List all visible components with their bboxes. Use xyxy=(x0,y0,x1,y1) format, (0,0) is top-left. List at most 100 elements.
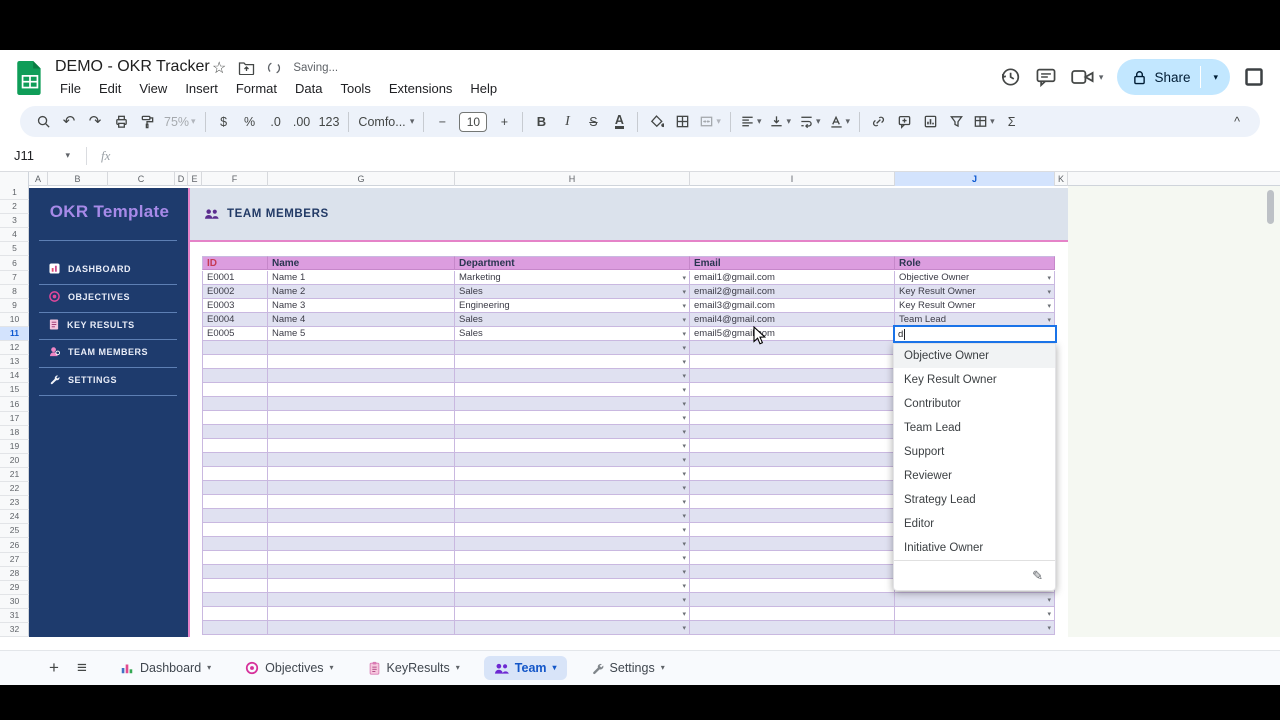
menu-data[interactable]: Data xyxy=(295,81,323,96)
table-cell[interactable] xyxy=(690,383,895,397)
table-cell[interactable] xyxy=(268,621,455,635)
dropdown-option-reviewer[interactable]: Reviewer xyxy=(904,470,952,482)
table-cell[interactable]: Name 2 xyxy=(268,285,455,299)
all-sheets-button[interactable]: ≡ xyxy=(77,658,87,677)
font-button[interactable]: Comfo... ▾ xyxy=(358,114,415,129)
table-cell[interactable] xyxy=(690,369,895,383)
hide-toolbar-button[interactable]: ^ xyxy=(1234,114,1240,129)
table-cell[interactable]: Name 4 xyxy=(268,313,455,327)
table-cell[interactable] xyxy=(268,453,455,467)
table-cell[interactable]: ▾ xyxy=(455,481,690,495)
row-header-15[interactable]: 15 xyxy=(0,383,29,397)
table-cell[interactable] xyxy=(268,537,455,551)
menu-view[interactable]: View xyxy=(139,81,168,96)
italic-button[interactable]: I xyxy=(565,113,570,129)
table-cell[interactable] xyxy=(268,593,455,607)
table-cell[interactable] xyxy=(202,369,268,383)
table-cell[interactable] xyxy=(202,495,268,509)
row-header-1[interactable]: 1 xyxy=(0,186,29,200)
table-cell[interactable] xyxy=(268,425,455,439)
table-cell[interactable]: ▾ xyxy=(455,467,690,481)
table-cell[interactable] xyxy=(268,607,455,621)
menu-tools[interactable]: Tools xyxy=(340,81,371,96)
table-cell[interactable] xyxy=(268,481,455,495)
table-cell[interactable] xyxy=(690,537,895,551)
row-header-29[interactable]: 29 xyxy=(0,581,29,595)
table-cell[interactable] xyxy=(690,621,895,635)
share-button[interactable]: Share ▾ xyxy=(1117,59,1230,95)
table-cell[interactable] xyxy=(202,397,268,411)
edit-options-pencil-icon[interactable]: ✎ xyxy=(1032,567,1043,583)
cell-dropdown-icon[interactable]: ▾ xyxy=(682,274,686,282)
table-cell[interactable] xyxy=(202,537,268,551)
row-header-16[interactable]: 16 xyxy=(0,398,29,412)
table-cell[interactable]: ▾ xyxy=(455,355,690,369)
table-cell[interactable] xyxy=(202,481,268,495)
table-views-caret-icon[interactable]: ▾ xyxy=(990,116,995,126)
menu-file[interactable]: File xyxy=(60,81,81,96)
table-cell[interactable] xyxy=(690,579,895,593)
table-cell[interactable] xyxy=(202,411,268,425)
text-rotation-icon-button[interactable]: ▾ xyxy=(826,110,854,134)
table-cell[interactable] xyxy=(202,607,268,621)
cell-dropdown-icon[interactable]: ▾ xyxy=(682,582,686,590)
dropdown-option-strategy-lead[interactable]: Strategy Lead xyxy=(904,494,976,506)
functions-button[interactable]: Σ xyxy=(1007,114,1016,129)
row-header-20[interactable]: 20 xyxy=(0,454,29,468)
decrease-decimal-button[interactable]: .0 xyxy=(270,114,281,129)
cell-dropdown-icon[interactable]: ▾ xyxy=(1047,610,1051,618)
table-cell[interactable] xyxy=(690,481,895,495)
column-header-A[interactable]: A xyxy=(29,172,48,186)
row-header-28[interactable]: 28 xyxy=(0,567,29,581)
horizontal-align-caret-icon[interactable]: ▾ xyxy=(756,116,762,126)
version-history-icon[interactable] xyxy=(999,66,1021,88)
sidebar-item-key-results[interactable]: KEY RESULTS xyxy=(49,319,135,330)
table-cell[interactable]: ▾ xyxy=(455,579,690,593)
table-cell[interactable] xyxy=(202,453,268,467)
row-header-17[interactable]: 17 xyxy=(0,412,29,426)
cell-dropdown-icon[interactable]: ▾ xyxy=(682,372,686,380)
table-cell[interactable] xyxy=(690,341,895,355)
undo-button[interactable]: ↶ xyxy=(62,113,76,130)
format-currency-button[interactable]: $ xyxy=(220,114,228,129)
cell-dropdown-icon[interactable]: ▾ xyxy=(1047,624,1051,632)
sidebar-item-settings[interactable]: SETTINGS xyxy=(49,374,117,385)
active-cell-editor[interactable]: d xyxy=(893,325,1057,343)
sheet-tab-caret-icon[interactable]: ▾ xyxy=(552,663,557,672)
table-cell[interactable] xyxy=(202,579,268,593)
decrease-font-size-button[interactable]: − xyxy=(438,114,447,129)
cell-dropdown-icon[interactable]: ▾ xyxy=(682,358,686,366)
table-cell[interactable]: ▾ xyxy=(455,551,690,565)
row-header-19[interactable]: 19 xyxy=(0,440,29,454)
zoom-caret-icon[interactable]: ▾ xyxy=(191,116,196,126)
table-cell[interactable] xyxy=(202,467,268,481)
text-rotation-caret-icon[interactable]: ▾ xyxy=(845,116,851,126)
insert-chart-icon-button[interactable] xyxy=(918,110,942,134)
dropdown-option-objective-owner[interactable]: Objective Owner xyxy=(894,344,1055,368)
cell-dropdown-icon[interactable]: ▾ xyxy=(682,302,686,310)
table-cell[interactable] xyxy=(268,397,455,411)
sheet-tab-objectives[interactable]: Objectives ▾ xyxy=(235,656,343,680)
row-header-21[interactable]: 21 xyxy=(0,468,29,482)
insert-link-icon-button[interactable] xyxy=(866,110,890,134)
table-cell[interactable]: Name 1 xyxy=(268,271,455,285)
cell-dropdown-icon[interactable]: ▾ xyxy=(1047,316,1051,324)
meet-caret-icon[interactable]: ▾ xyxy=(1098,71,1104,82)
table-cell[interactable]: E0002 xyxy=(202,285,268,299)
sheet-tab-settings[interactable]: Settings ▾ xyxy=(581,656,675,680)
table-cell[interactable] xyxy=(690,551,895,565)
cell-dropdown-icon[interactable]: ▾ xyxy=(682,428,686,436)
table-cell[interactable] xyxy=(202,621,268,635)
table-cell[interactable]: Name 5 xyxy=(268,327,455,341)
table-cell[interactable]: email1@gmail.com xyxy=(690,271,895,285)
cell-dropdown-icon[interactable]: ▾ xyxy=(1047,302,1051,310)
sheet-tab-caret-icon[interactable]: ▾ xyxy=(660,663,665,672)
table-cell[interactable] xyxy=(268,523,455,537)
table-cell[interactable] xyxy=(202,551,268,565)
table-cell[interactable] xyxy=(690,355,895,369)
comment-history-icon[interactable] xyxy=(1035,66,1057,88)
row-header-8[interactable]: 8 xyxy=(0,285,29,299)
format-percent-button[interactable]: % xyxy=(244,114,256,129)
table-cell[interactable] xyxy=(690,593,895,607)
sheet-tab-keyresults[interactable]: KeyResults ▾ xyxy=(358,656,470,680)
